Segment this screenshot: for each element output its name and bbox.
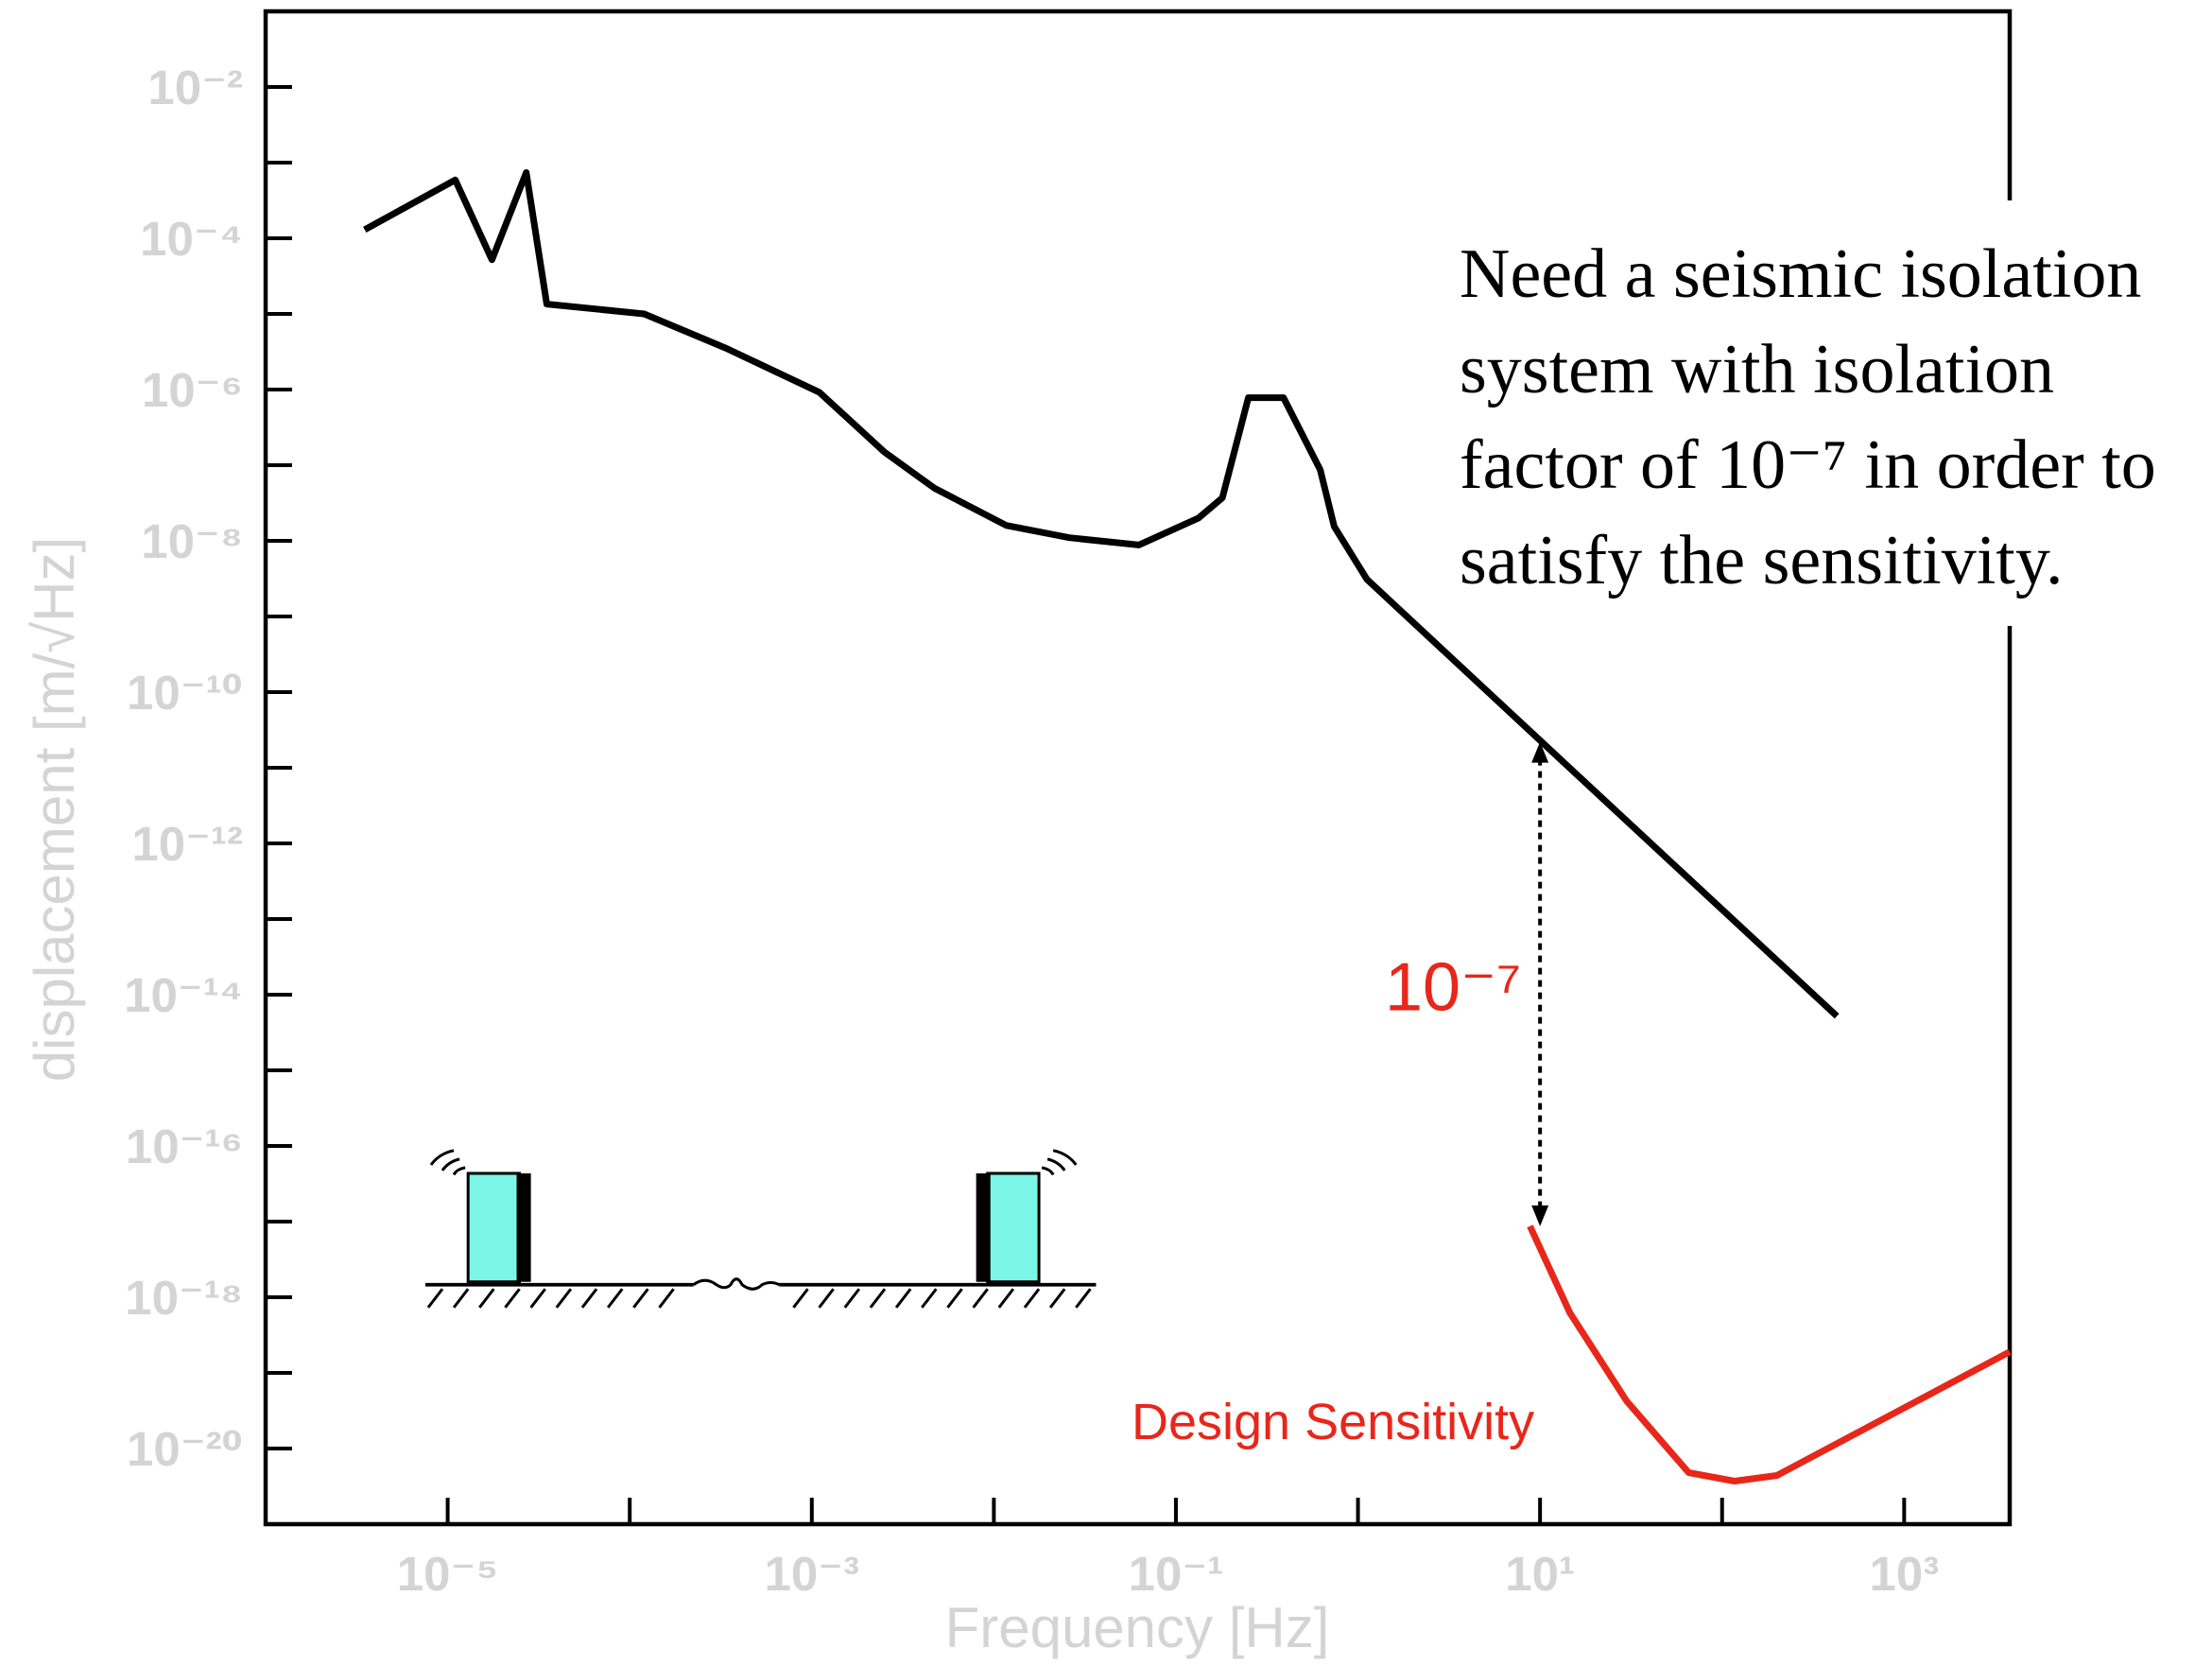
seismic-illustration (424, 1149, 1097, 1309)
mirror-coating (976, 1172, 991, 1282)
ground-hatch (426, 1288, 1092, 1309)
y-tick-label: 10⁻² (147, 61, 243, 114)
x-tick-label: 10³ (1869, 1547, 1939, 1601)
data-line (363, 169, 1840, 1019)
series-label: Design Sensitivity (1132, 1394, 1534, 1450)
mirror-coating (516, 1172, 531, 1282)
y-tick-label: 10⁻¹⁸ (125, 1271, 243, 1325)
y-tick-label: 10⁻⁸ (141, 514, 243, 568)
y-tick-label: 10⁻¹⁶ (126, 1119, 243, 1173)
arrow-head (1531, 741, 1549, 763)
x-tick-label: 10⁻¹ (1129, 1547, 1224, 1601)
annotation-line: satisfy the sensitivity. (1460, 522, 2064, 599)
annotation-line: system with isolation (1460, 331, 2054, 408)
x-tick-label: 10⁻⁵ (397, 1547, 499, 1601)
mirror (466, 1171, 522, 1284)
mirror (986, 1171, 1041, 1284)
arrow-head (1531, 1205, 1549, 1226)
y-tick-label: 10⁻¹² (131, 817, 243, 871)
x-axis-title: Frequency [Hz] (945, 1596, 1330, 1659)
y-tick-label: 10⁻¹⁴ (124, 968, 243, 1022)
x-tick-label: 10⁻³ (764, 1547, 859, 1601)
x-tick-label: 10¹ (1505, 1547, 1575, 1601)
arrow-label: 10⁻⁷ (1385, 950, 1521, 1026)
annotation-box (1437, 200, 2212, 626)
annotation-line: Need a seismic isolation (1460, 235, 2141, 313)
data-line (1527, 1224, 2012, 1484)
y-axis-title: displacement [m/√Hz] (23, 537, 86, 1082)
y-tick-label: 10⁻¹⁰ (127, 666, 243, 720)
ground-wave (692, 1277, 780, 1291)
y-tick-label: 10⁻⁴ (140, 212, 243, 266)
annotation-line: factor of 10⁻⁷ in order to (1460, 426, 2156, 504)
y-tick-label: 10⁻²⁰ (127, 1422, 243, 1476)
y-tick-label: 10⁻⁶ (142, 363, 243, 417)
vibration-mark (429, 1149, 466, 1176)
vibration-mark (1041, 1149, 1078, 1176)
